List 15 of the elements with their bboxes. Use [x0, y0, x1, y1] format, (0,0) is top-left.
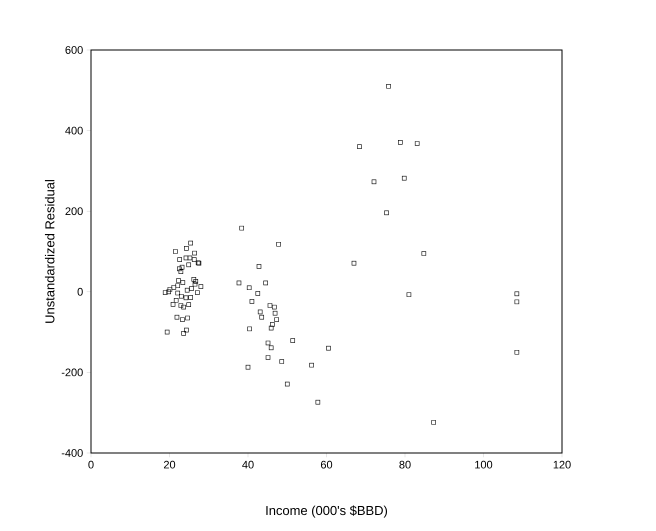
x-tick-label: 80	[399, 460, 411, 469]
x-tick-label: 0	[88, 460, 94, 469]
x-tick-label: 40	[242, 460, 254, 469]
y-tick-label: 600	[66, 46, 83, 54]
y-tick-label: 200	[65, 207, 83, 216]
x-tick-label: 100	[475, 460, 492, 469]
y-tick-label: 400	[65, 126, 83, 134]
y-tick-label: -200	[62, 368, 83, 376]
x-axis-title: Income (000's $BBD)	[266, 505, 388, 518]
y-tick-label: -400	[62, 449, 83, 457]
y-axis-title: Unstandardized Residual	[44, 180, 54, 323]
x-tick-label: 60	[320, 460, 332, 469]
x-tick-label: 20	[164, 460, 176, 469]
x-tick-label: 120	[554, 460, 571, 469]
y-tick-label: 0	[78, 288, 83, 296]
